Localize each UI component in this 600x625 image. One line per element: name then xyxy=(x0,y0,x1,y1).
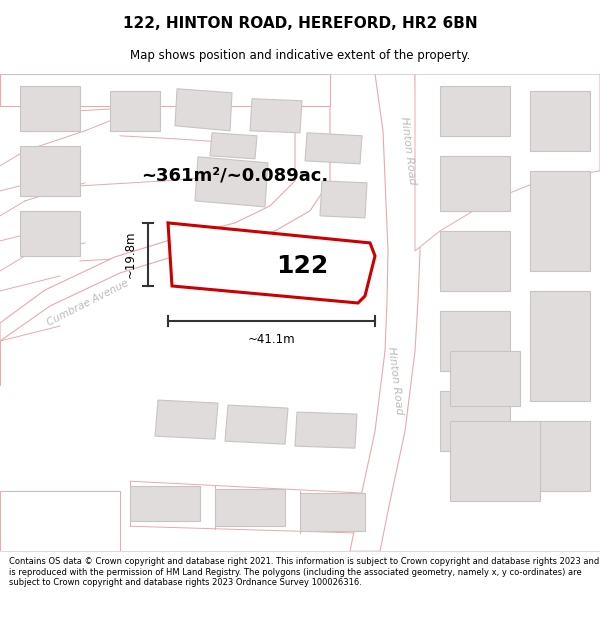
Polygon shape xyxy=(415,74,600,251)
Polygon shape xyxy=(440,86,510,136)
Polygon shape xyxy=(450,351,520,406)
Polygon shape xyxy=(295,412,357,448)
Text: Hinton Road: Hinton Road xyxy=(399,116,417,186)
Polygon shape xyxy=(530,171,590,271)
Text: ~19.8m: ~19.8m xyxy=(124,231,137,278)
Polygon shape xyxy=(155,400,218,439)
Polygon shape xyxy=(450,421,540,501)
Polygon shape xyxy=(20,211,80,256)
Polygon shape xyxy=(20,146,80,196)
Polygon shape xyxy=(0,74,330,386)
Polygon shape xyxy=(195,157,268,207)
Polygon shape xyxy=(130,486,200,521)
Polygon shape xyxy=(530,421,590,491)
Text: ~361m²/~0.089ac.: ~361m²/~0.089ac. xyxy=(142,167,329,185)
Polygon shape xyxy=(530,91,590,151)
Polygon shape xyxy=(110,91,160,131)
Text: 122, HINTON ROAD, HEREFORD, HR2 6BN: 122, HINTON ROAD, HEREFORD, HR2 6BN xyxy=(122,16,478,31)
Polygon shape xyxy=(225,405,288,444)
Text: 122: 122 xyxy=(276,254,328,278)
Polygon shape xyxy=(168,223,375,303)
Polygon shape xyxy=(305,132,362,164)
Text: ~41.1m: ~41.1m xyxy=(248,332,295,346)
Text: Contains OS data © Crown copyright and database right 2021. This information is : Contains OS data © Crown copyright and d… xyxy=(9,557,599,587)
Polygon shape xyxy=(300,493,365,531)
Polygon shape xyxy=(440,391,510,451)
Polygon shape xyxy=(530,291,590,401)
Polygon shape xyxy=(215,489,285,526)
Text: Hinton Road: Hinton Road xyxy=(386,346,404,416)
Polygon shape xyxy=(440,231,510,291)
Text: Cumbrae Avenue: Cumbrae Avenue xyxy=(46,278,130,328)
Polygon shape xyxy=(0,74,330,106)
Polygon shape xyxy=(0,491,120,551)
Polygon shape xyxy=(440,156,510,211)
Polygon shape xyxy=(250,99,302,132)
Polygon shape xyxy=(175,89,232,131)
Polygon shape xyxy=(210,132,257,159)
Polygon shape xyxy=(440,311,510,371)
Text: Map shows position and indicative extent of the property.: Map shows position and indicative extent… xyxy=(130,49,470,62)
Polygon shape xyxy=(350,74,420,551)
Polygon shape xyxy=(20,86,80,131)
Polygon shape xyxy=(320,181,367,218)
